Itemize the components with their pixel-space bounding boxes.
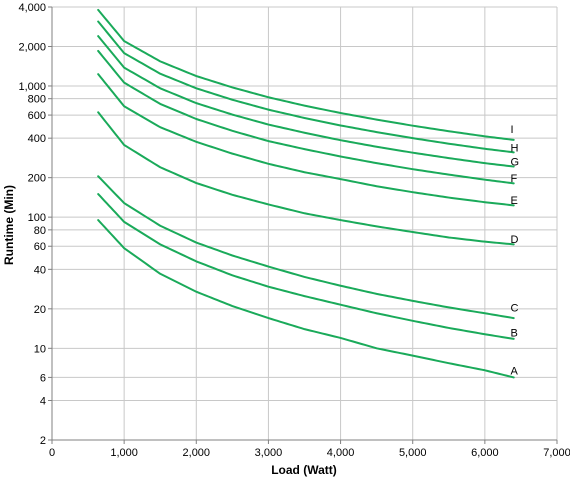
x-tick-label: 0 (49, 447, 55, 459)
x-tick-label: 5,000 (399, 447, 427, 459)
series-label-f: F (511, 173, 518, 185)
y-tick-label: 2,000 (18, 41, 46, 53)
y-tick-label: 20 (34, 304, 46, 316)
series-line-i (97, 8, 515, 141)
series-line-d (97, 111, 515, 246)
series-line-h (97, 20, 515, 154)
y-tick-label: 10 (34, 343, 46, 355)
series-label-d: D (511, 234, 519, 246)
series-label-b: B (511, 327, 518, 339)
y-tick-label: 80 (34, 225, 46, 237)
series-label-e: E (511, 195, 518, 207)
series-line-f (97, 49, 515, 185)
x-tick-label: 2,000 (183, 447, 211, 459)
x-axis-title: Load (Watt) (271, 463, 337, 477)
y-tick-label: 100 (28, 212, 46, 224)
x-tick-label: 4,000 (327, 447, 355, 459)
series-label-i: I (511, 124, 514, 136)
y-tick-label: 6 (40, 372, 46, 384)
y-tick-label: 1,000 (18, 81, 46, 93)
series-line-a (97, 219, 515, 379)
y-tick-label: 600 (28, 110, 46, 122)
y-tick-label: 40 (34, 264, 46, 276)
y-axis-title: Runtime (Min) (2, 185, 16, 265)
y-tick-label: 4,000 (18, 2, 46, 14)
y-tick-label: 4 (40, 396, 46, 408)
axis-layer: 0 1,000 2,000 3,000 4,000 5,000 6,000 7,000 2 4 6 1… (18, 2, 570, 459)
x-tick-label: 7,000 (543, 447, 570, 459)
series-label-a: A (511, 365, 519, 377)
series-label-g: G (511, 156, 520, 168)
series-label-c: C (511, 302, 519, 314)
x-tick-label: 6,000 (471, 447, 499, 459)
x-tick-label: 3,000 (255, 447, 283, 459)
y-tick-label: 800 (28, 94, 46, 106)
series-line-c (97, 175, 515, 320)
series-line-e (97, 73, 515, 207)
series-line-b (97, 193, 515, 340)
series-layer (97, 8, 515, 379)
series-label-h: H (511, 142, 519, 154)
y-tick-label: 400 (28, 133, 46, 145)
y-tick-label: 2 (40, 435, 46, 447)
x-tick-label: 1,000 (110, 447, 138, 459)
y-tick-label: 60 (34, 241, 46, 253)
series-line-g (97, 35, 515, 168)
y-tick-label: 200 (28, 173, 46, 185)
